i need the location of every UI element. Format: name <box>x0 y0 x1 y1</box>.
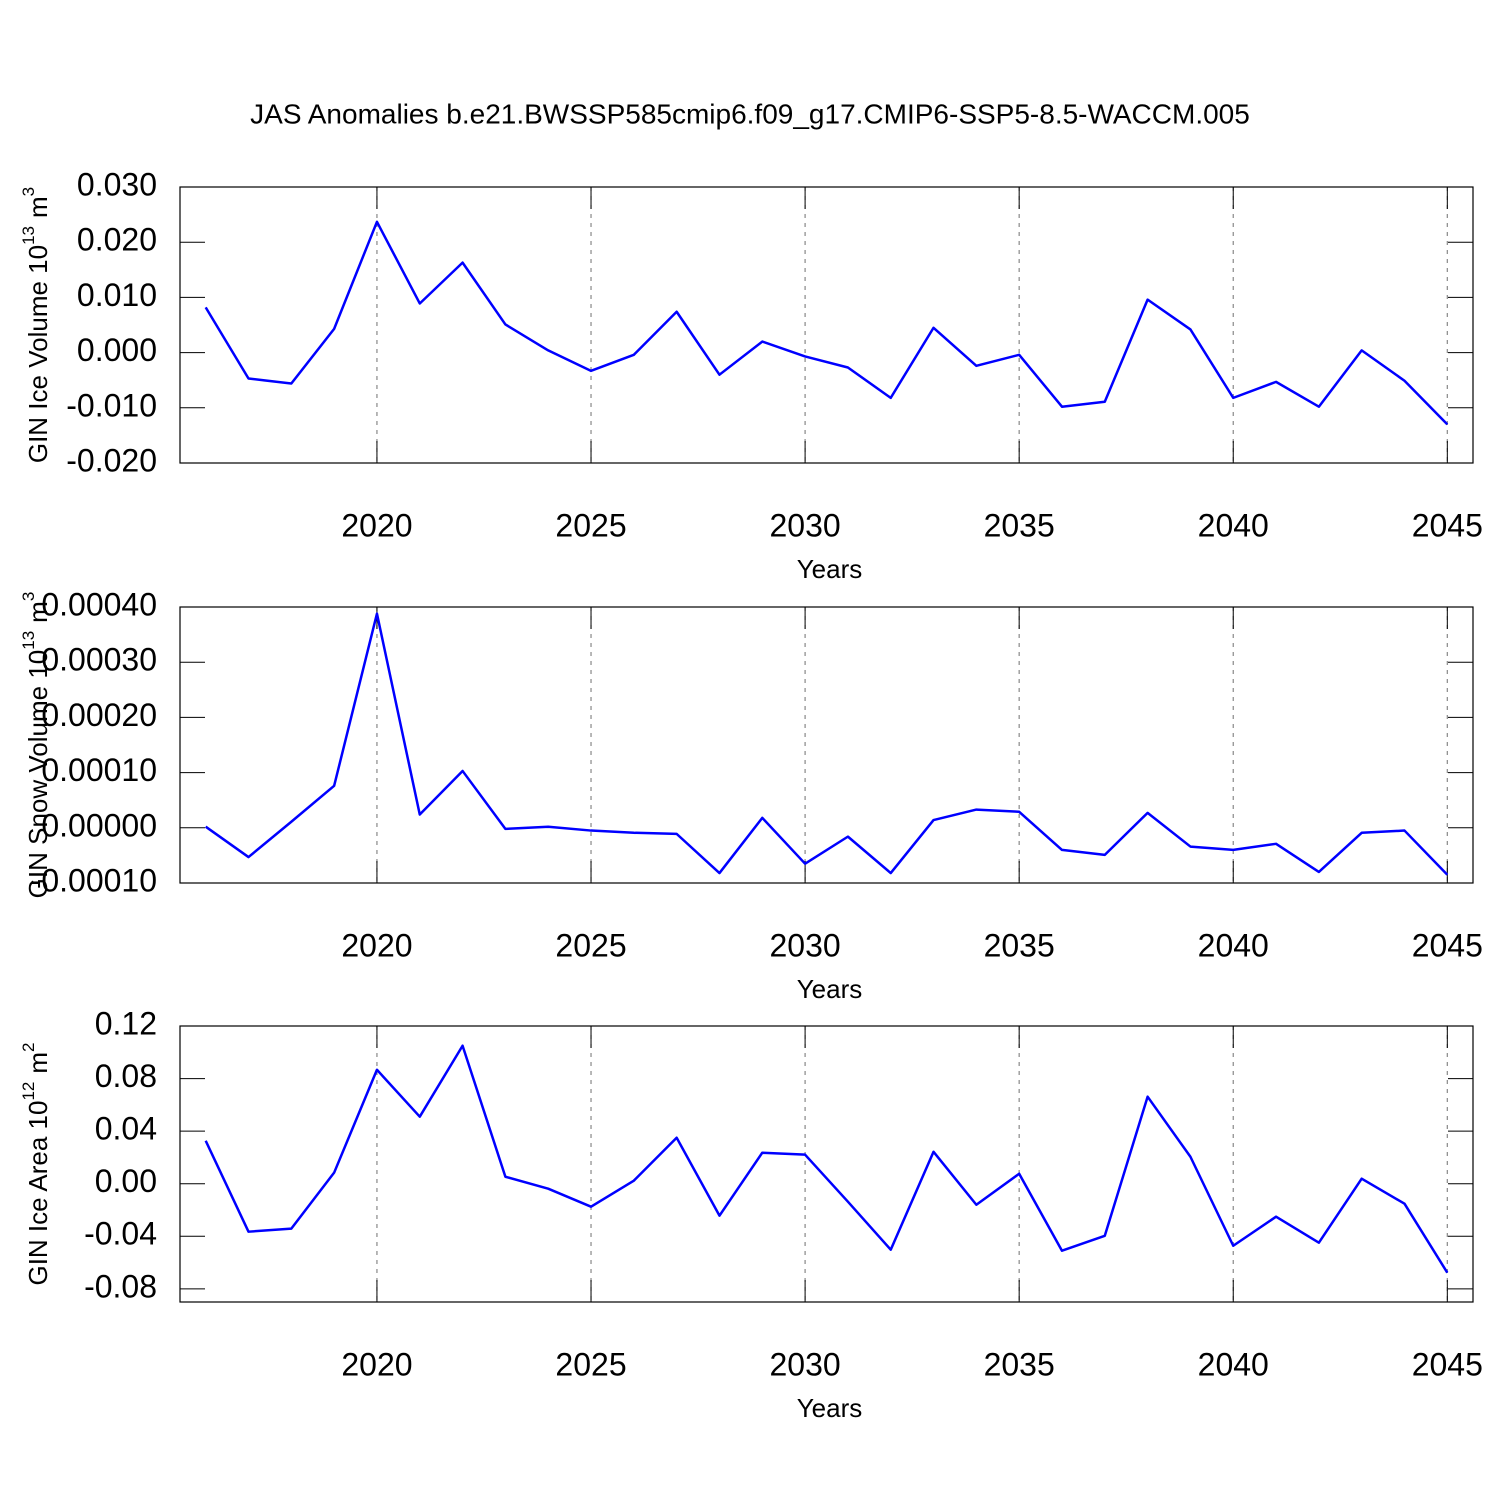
y-tick-label: 0.000 <box>77 332 157 368</box>
x-tick-label: 2035 <box>984 927 1055 963</box>
x-axis-label: Years <box>797 974 863 1004</box>
y-label-unit: m <box>23 601 53 623</box>
y-label-unit-power: 3 <box>19 592 38 601</box>
x-tick-label: 2040 <box>1198 507 1269 543</box>
x-tick-label: 2030 <box>769 1346 840 1382</box>
y-tick-label: -0.04 <box>84 1216 157 1252</box>
x-tick-label: 2030 <box>769 927 840 963</box>
y-tick-label: 0.00010 <box>41 752 157 788</box>
x-tick-label: 2035 <box>984 1346 1055 1382</box>
y-axis-label: GIN Ice Area 1012 m2 <box>19 1042 52 1285</box>
figure-title: JAS Anomalies b.e21.BWSSP585cmip6.f09_g1… <box>250 98 1250 129</box>
x-tick-label: 2025 <box>555 927 626 963</box>
y-label-power: 13 <box>19 226 38 245</box>
x-tick-label: 2030 <box>769 507 840 543</box>
y-tick-label: 0.00030 <box>41 642 157 678</box>
x-tick-label: 2025 <box>555 1346 626 1382</box>
plot-frame <box>179 606 1474 884</box>
data-line <box>204 612 1449 876</box>
y-label-power: 13 <box>19 631 38 650</box>
y-tick-label: -0.08 <box>84 1268 157 1304</box>
x-axis-label: Years <box>797 554 863 584</box>
y-tick-label: 0.08 <box>95 1058 157 1094</box>
x-tick-label: 2045 <box>1412 927 1483 963</box>
x-tick-label: 2020 <box>341 1346 412 1382</box>
y-axis-label: GIN Snow Volume 1013 m3 <box>19 592 52 899</box>
y-tick-label: 0.00000 <box>41 807 157 843</box>
y-tick-label: -0.020 <box>66 442 157 478</box>
y-label-unit-power: 2 <box>19 1042 38 1051</box>
x-tick-label: 2025 <box>555 507 626 543</box>
plot-frame <box>179 1025 1474 1303</box>
y-label-unit: m <box>23 1052 53 1074</box>
y-tick-label: 0.12 <box>95 1005 157 1041</box>
x-tick-label: 2020 <box>341 507 412 543</box>
x-tick-label: 2045 <box>1412 507 1483 543</box>
x-tick-label: 2040 <box>1198 927 1269 963</box>
y-label-unit-power: 3 <box>19 187 38 196</box>
y-axis-label: GIN Ice Volume 1013 m3 <box>19 187 52 463</box>
y-tick-label: 0.04 <box>95 1111 157 1147</box>
plot-frame <box>179 186 1474 464</box>
y-label-power: 12 <box>19 1082 38 1101</box>
x-tick-label: 2035 <box>984 507 1055 543</box>
y-tick-label: -0.00010 <box>31 862 157 898</box>
y-tick-label: 0.00 <box>95 1163 157 1199</box>
y-label-text: GIN Snow Volume 10 <box>23 650 53 899</box>
data-line <box>204 1044 1449 1274</box>
data-line <box>204 220 1449 426</box>
y-label-text: GIN Ice Volume 10 <box>23 245 53 463</box>
y-tick-label: 0.020 <box>77 222 157 258</box>
y-label-unit: m <box>23 196 53 218</box>
x-tick-label: 2040 <box>1198 1346 1269 1382</box>
x-tick-label: 2020 <box>341 927 412 963</box>
x-axis-label: Years <box>797 1393 863 1423</box>
y-tick-label: 0.010 <box>77 277 157 313</box>
y-tick-label: 0.030 <box>77 166 157 202</box>
y-tick-label: 0.00040 <box>41 586 157 622</box>
x-tick-label: 2045 <box>1412 1346 1483 1382</box>
y-label-text: GIN Ice Area 10 <box>23 1101 53 1286</box>
y-tick-label: -0.010 <box>66 387 157 423</box>
y-tick-label: 0.00020 <box>41 697 157 733</box>
